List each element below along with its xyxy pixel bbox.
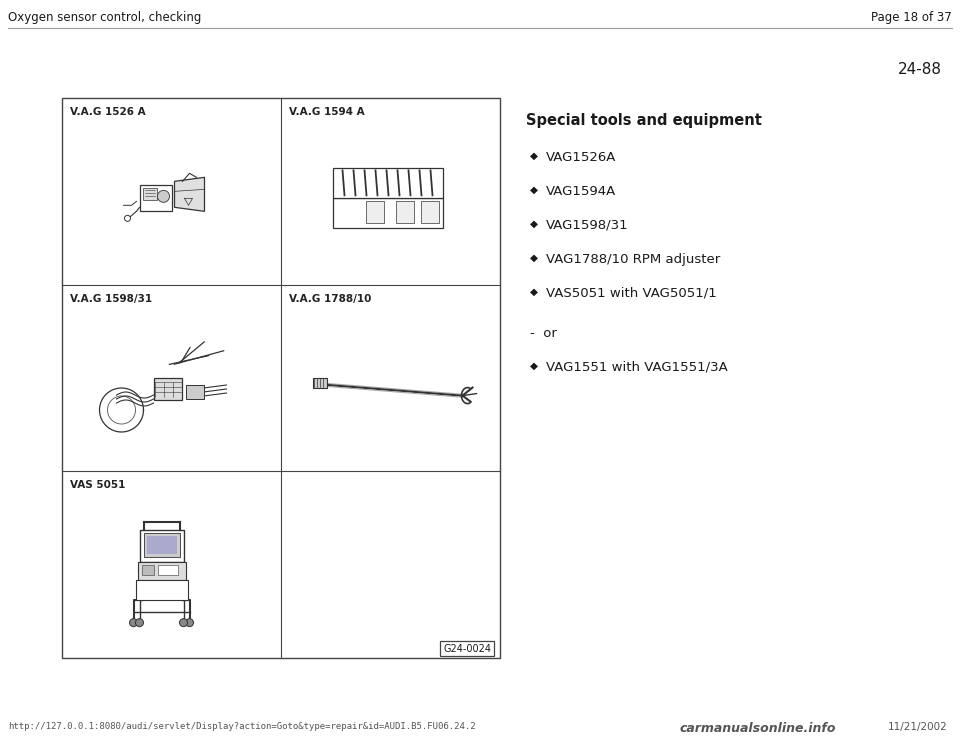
Text: VAS5051 with VAG5051/1: VAS5051 with VAG5051/1 (546, 287, 717, 300)
Text: ◆: ◆ (530, 253, 538, 263)
Text: ◆: ◆ (530, 219, 538, 229)
Bar (139, 186, 172, 211)
Circle shape (185, 619, 194, 627)
Text: VAG1598/31: VAG1598/31 (546, 219, 629, 232)
Bar (142, 188, 156, 200)
Bar (185, 385, 204, 399)
Text: 24-88: 24-88 (898, 62, 942, 77)
Bar (62, 98, 500, 658)
Text: ◆: ◆ (530, 361, 538, 371)
Text: VAG1551 with VAG1551/3A: VAG1551 with VAG1551/3A (546, 361, 728, 374)
Circle shape (157, 191, 170, 203)
Text: http://127.0.0.1:8080/audi/servlet/Display?action=Goto&type=repair&id=AUDI.B5.FU: http://127.0.0.1:8080/audi/servlet/Displ… (8, 722, 475, 731)
Circle shape (125, 215, 131, 221)
Text: VAG1526A: VAG1526A (546, 151, 616, 164)
Bar (137, 562, 185, 580)
Bar (139, 530, 183, 562)
Bar (154, 378, 181, 400)
Bar (420, 201, 439, 223)
Circle shape (180, 619, 187, 627)
Bar (141, 565, 154, 574)
Text: ◆: ◆ (530, 287, 538, 297)
Text: V.A.G 1598/31: V.A.G 1598/31 (70, 294, 152, 303)
Bar (313, 378, 326, 388)
Bar (147, 536, 177, 554)
Polygon shape (332, 168, 443, 198)
Bar (440, 641, 494, 656)
Text: V.A.G 1526 A: V.A.G 1526 A (70, 107, 146, 117)
Bar (143, 533, 180, 556)
Text: ◆: ◆ (530, 185, 538, 195)
Bar (135, 580, 187, 600)
Text: VAG1788/10 RPM adjuster: VAG1788/10 RPM adjuster (546, 253, 720, 266)
Text: Special tools and equipment: Special tools and equipment (526, 113, 762, 128)
Text: Oxygen sensor control, checking: Oxygen sensor control, checking (8, 11, 202, 24)
Text: VAG1594A: VAG1594A (546, 185, 616, 198)
Text: V.A.G 1594 A: V.A.G 1594 A (289, 107, 365, 117)
Text: 11/21/2002: 11/21/2002 (888, 722, 948, 732)
Circle shape (130, 619, 137, 627)
Bar (332, 198, 443, 229)
Polygon shape (175, 177, 204, 211)
Text: V.A.G 1788/10: V.A.G 1788/10 (289, 294, 372, 303)
Bar (396, 201, 414, 223)
Bar (157, 565, 178, 574)
Circle shape (135, 619, 143, 627)
Text: carmanualsonline.info: carmanualsonline.info (680, 722, 836, 735)
Bar (366, 201, 383, 223)
Text: -  or: - or (530, 327, 557, 340)
Text: G24-0024: G24-0024 (443, 644, 491, 654)
Text: VAS 5051: VAS 5051 (70, 480, 126, 490)
Text: Page 18 of 37: Page 18 of 37 (872, 11, 952, 24)
Text: ◆: ◆ (530, 151, 538, 161)
